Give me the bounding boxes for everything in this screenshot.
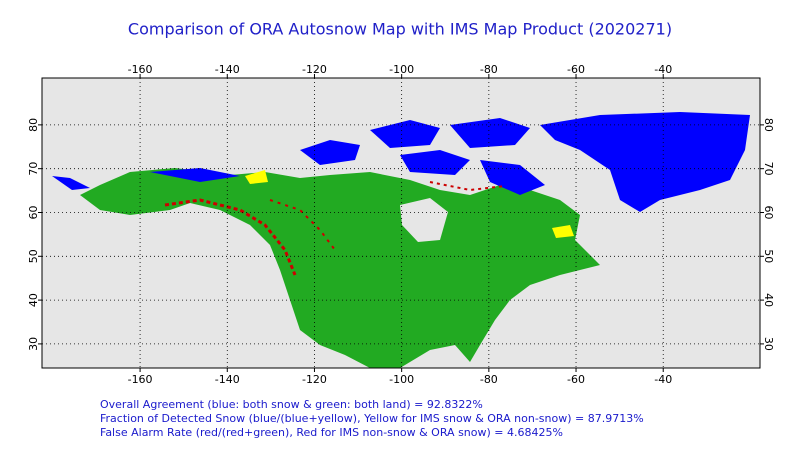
lon-tick-label: -60 <box>567 63 585 76</box>
title: Comparison of ORA Autosnow Map with IMS … <box>128 20 672 39</box>
lat-tick-label: 30 <box>27 337 40 351</box>
false-alarm <box>429 181 506 192</box>
arctic-island <box>480 160 545 195</box>
lat-tick-label: 70 <box>762 162 775 176</box>
lon-tick-label: -60 <box>567 373 585 386</box>
lon-tick-label: -100 <box>389 373 414 386</box>
stat-line: Overall Agreement (blue: both snow & gre… <box>100 398 483 411</box>
arctic-island <box>400 150 470 175</box>
arctic-island <box>450 118 530 148</box>
greenland <box>540 112 750 212</box>
graticule: -160 -160 -140 -140 -120 -120 -100 -100 -80 -80 -6… <box>27 63 775 386</box>
lon-tick-label: -100 <box>389 63 414 76</box>
lat-tick-label: 50 <box>762 249 775 263</box>
lat-tick-label: 40 <box>27 293 40 307</box>
north-america <box>80 168 600 368</box>
stat-line: Fraction of Detected Snow (blue/(blue+ye… <box>100 412 644 425</box>
lon-tick-label: -160 <box>128 373 153 386</box>
land <box>52 112 750 368</box>
arctic-island <box>370 120 440 148</box>
snow-miss <box>245 170 268 184</box>
lon-tick-label: -80 <box>480 373 498 386</box>
statistics: Overall Agreement (blue: both snow & gre… <box>100 398 644 439</box>
lon-tick-label: -120 <box>302 373 327 386</box>
lon-tick-label: -140 <box>215 63 240 76</box>
lat-tick-label: 70 <box>27 162 40 176</box>
lat-tick-label: 30 <box>762 337 775 351</box>
lat-tick-label: 80 <box>762 118 775 132</box>
lat-tick-label: 80 <box>27 118 40 132</box>
false-alarm <box>164 198 297 276</box>
arctic-island <box>150 168 240 182</box>
lon-tick-label: -80 <box>480 63 498 76</box>
lat-tick-label: 60 <box>762 205 775 219</box>
lat-tick-label: 60 <box>27 205 40 219</box>
arctic-island <box>52 176 90 190</box>
stat-line: False Alarm Rate (red/(red+green), Red f… <box>100 426 563 439</box>
lon-tick-label: -160 <box>128 63 153 76</box>
snow-miss <box>552 225 574 238</box>
lat-tick-label: 50 <box>27 249 40 263</box>
lon-tick-label: -40 <box>654 63 672 76</box>
lon-tick-label: -140 <box>215 373 240 386</box>
arctic-island <box>300 140 360 165</box>
map-frame <box>41 77 761 369</box>
lat-tick-label: 40 <box>762 293 775 307</box>
false-alarm <box>269 199 336 251</box>
lon-tick-label: -40 <box>654 373 672 386</box>
lon-tick-label: -120 <box>302 63 327 76</box>
hudson-bay <box>400 198 448 242</box>
